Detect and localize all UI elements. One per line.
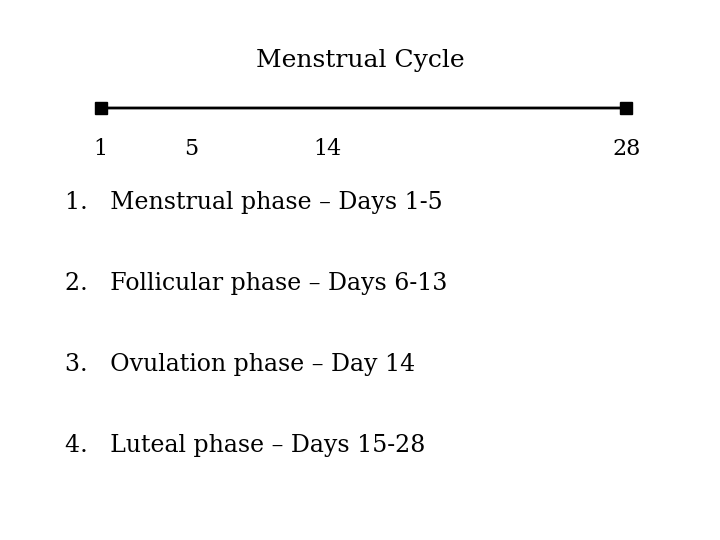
Text: Menstrual Cycle: Menstrual Cycle [256,49,464,72]
Text: 2.   Follicular phase – Days 6-13: 2. Follicular phase – Days 6-13 [65,272,447,295]
Text: 5: 5 [184,138,198,160]
Text: 1: 1 [94,138,108,160]
Text: 28: 28 [612,138,641,160]
Text: 1.   Menstrual phase – Days 1-5: 1. Menstrual phase – Days 1-5 [65,191,442,214]
Text: 14: 14 [313,138,342,160]
Text: 4.   Luteal phase – Days 15-28: 4. Luteal phase – Days 15-28 [65,434,426,457]
Text: 3.   Ovulation phase – Day 14: 3. Ovulation phase – Day 14 [65,353,415,376]
